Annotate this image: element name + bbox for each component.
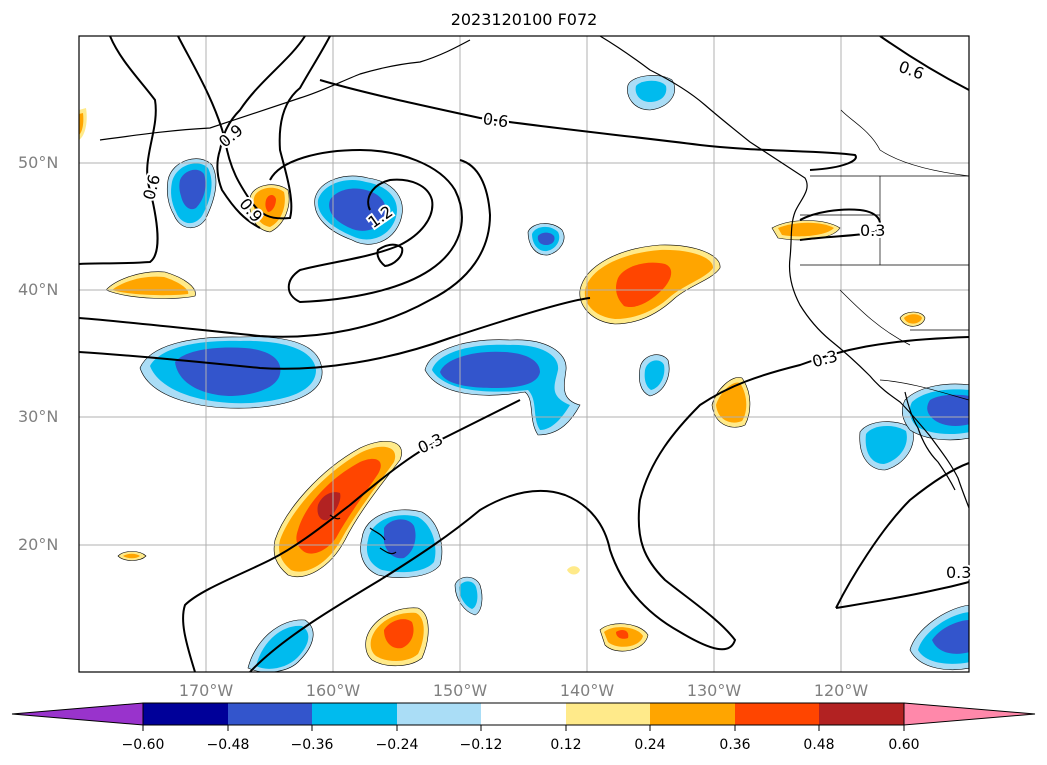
colorbar-segment: [481, 703, 566, 725]
map-title: 2023120100 F072: [450, 10, 598, 29]
colorbar-tick-label: 0.24: [634, 737, 666, 753]
contour-0.6-north: [319, 79, 857, 171]
lon-label: 140°W: [559, 681, 615, 700]
negative-anomaly-blob: [360, 509, 443, 578]
lat-label: 30°N: [18, 407, 59, 426]
colorbar-tick-label: −0.12: [459, 737, 503, 753]
us-mexico-border: [879, 379, 969, 401]
lon-label: 170°W: [178, 681, 234, 700]
lat-label: 20°N: [18, 535, 59, 554]
map-border: [78, 35, 970, 673]
north-america-coast: [599, 36, 969, 509]
contour-0.3-ne: [799, 208, 881, 241]
lon-label: 130°W: [686, 681, 742, 700]
negative-anomaly-blob: [314, 175, 403, 245]
negative-anomaly-blob: [454, 576, 483, 616]
contour-0.9: [177, 36, 331, 220]
colorbar: [11, 702, 1036, 731]
positive-anomaly-blob: [579, 244, 721, 325]
coastlines: [99, 36, 969, 555]
contour-label: 0.6: [482, 109, 510, 131]
colorbar-tick-label: 0.48: [803, 737, 835, 753]
contour-0.3-se-b: [835, 581, 969, 609]
positive-anomaly-blob: [599, 623, 649, 652]
lat-label: 40°N: [18, 280, 59, 299]
colorbar-tick-label: 0.12: [550, 737, 582, 753]
contour-label: 0.3: [860, 221, 885, 240]
colorbar-tick-label: −0.60: [121, 737, 165, 753]
contour-0.9-outer: [79, 159, 492, 338]
contour-0.6-south: [79, 297, 591, 370]
baja-coast: [904, 391, 956, 491]
lon-label: 160°W: [305, 681, 361, 700]
colorbar-segment: [143, 703, 228, 725]
positive-anomaly-blob: [711, 377, 751, 428]
colorbar-segment: [397, 703, 481, 725]
hawaii-islands: [329, 514, 341, 520]
colorbar-segment: [228, 703, 312, 725]
colorbar-segment: [566, 703, 650, 725]
contour-0.6-west: [79, 36, 159, 265]
colorbar-segment: [819, 703, 904, 725]
colorbar-tick-label: −0.36: [290, 737, 334, 753]
colorbar-tick-label: 0.36: [719, 737, 751, 753]
negative-anomaly-blob: [859, 421, 914, 471]
contour-0.6-east: [879, 36, 969, 91]
colorbar-segment: [650, 703, 735, 725]
colorbar-border: [142, 702, 905, 726]
gridlines: [79, 36, 969, 672]
colorbar-segment: [735, 703, 819, 725]
contour-lines: [79, 36, 969, 672]
lon-label: 120°W: [813, 681, 869, 700]
contour-label: 0.3: [946, 563, 971, 582]
negative-anomaly-blob: [166, 158, 217, 228]
negative-anomaly-blob: [139, 336, 323, 409]
hawaii-islands: [369, 527, 397, 555]
negative-anomaly-blob: [639, 354, 670, 397]
negative-anomaly-blob: [424, 339, 581, 436]
negative-anomaly-blob: [909, 604, 969, 670]
contour-0.3-south: [182, 399, 521, 672]
positive-anomaly-blob: [105, 271, 196, 299]
aleutian-coast: [99, 39, 471, 141]
contour-0.9-b: [216, 36, 306, 229]
negative-anomaly-blob: [901, 383, 969, 441]
contour-closed-small: [376, 243, 404, 268]
positive-anomaly-blob: [899, 311, 926, 327]
contour-0.3-se: [835, 462, 969, 609]
colorbar-tick-label: 0.60: [888, 737, 920, 753]
canada-us-border: [840, 109, 969, 177]
colorbar-tick-label: −0.24: [375, 737, 419, 753]
contour-0.3-mid: [249, 336, 969, 672]
positive-anomaly-blob: [365, 607, 429, 667]
lon-label: 150°W: [432, 681, 488, 700]
colorbar-extend-low: [11, 702, 144, 726]
colorbar-extend-high: [903, 702, 1036, 726]
lat-label: 50°N: [18, 153, 59, 172]
positive-anomaly-blob: [79, 108, 580, 575]
colorbar-segment: [312, 703, 397, 725]
anomaly-shading: [79, 75, 969, 672]
negative-anomaly-blob: [627, 75, 676, 111]
negative-anomaly-blob: [527, 223, 565, 256]
contour-1.2: [269, 148, 463, 304]
colorbar-tick-label: −0.48: [206, 737, 250, 753]
